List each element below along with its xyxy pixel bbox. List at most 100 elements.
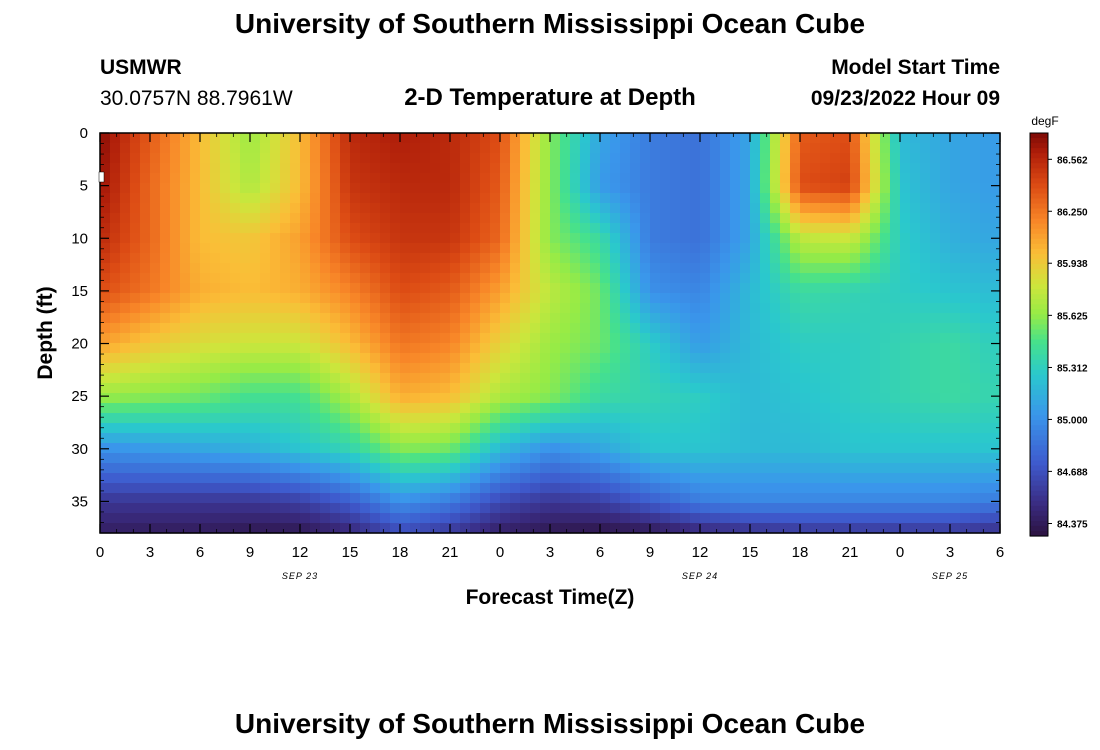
heatmap-cell: [710, 513, 721, 524]
heatmap-cell: [830, 333, 841, 344]
heatmap-cell: [530, 473, 541, 484]
heatmap-cell: [990, 313, 1001, 324]
heatmap-cell: [700, 233, 711, 244]
heatmap-cell: [920, 383, 931, 394]
heatmap-cell: [820, 493, 831, 504]
heatmap-cell: [560, 503, 571, 514]
heatmap-cell: [300, 163, 311, 174]
heatmap-cell: [280, 223, 291, 234]
heatmap-cell: [350, 153, 361, 164]
heatmap-cell: [160, 193, 171, 204]
heatmap-cell: [450, 223, 461, 234]
heatmap-cell: [450, 323, 461, 334]
heatmap-cell: [940, 403, 951, 414]
heatmap-cell: [630, 153, 641, 164]
heatmap-cell: [910, 213, 921, 224]
heatmap-cell: [380, 503, 391, 514]
heatmap-cell: [350, 133, 361, 144]
heatmap-cell: [870, 493, 881, 504]
heatmap-cell: [240, 413, 251, 424]
heatmap-cell: [160, 263, 171, 274]
heatmap-cell: [310, 403, 321, 414]
heatmap-cell: [780, 393, 791, 404]
heatmap-cell: [790, 433, 801, 444]
heatmap-cell: [540, 323, 551, 334]
heatmap-cell: [360, 173, 371, 184]
heatmap-cell: [370, 243, 381, 254]
heatmap-cell: [810, 293, 821, 304]
heatmap-cell: [740, 403, 751, 414]
heatmap-cell: [550, 383, 561, 394]
heatmap-cell: [730, 143, 741, 154]
heatmap-cell: [650, 243, 661, 254]
heatmap-cell: [470, 193, 481, 204]
heatmap-cell: [370, 253, 381, 264]
heatmap-cell: [490, 463, 501, 474]
heatmap-cell: [850, 413, 861, 424]
heatmap-cell: [260, 253, 271, 264]
heatmap-cell: [880, 163, 891, 174]
heatmap-cell: [770, 473, 781, 484]
heatmap-cell: [790, 303, 801, 314]
heatmap-cell: [100, 203, 111, 214]
heatmap-cell: [640, 133, 651, 144]
heatmap-cell: [980, 523, 991, 534]
heatmap-cell: [180, 413, 191, 424]
heatmap-cell: [770, 413, 781, 424]
heatmap-cell: [450, 423, 461, 434]
heatmap-cell: [490, 233, 501, 244]
heatmap-cell: [530, 153, 541, 164]
colorbar-tick-label: 85.312: [1057, 363, 1088, 374]
heatmap-cell: [860, 413, 871, 424]
heatmap-cell: [900, 223, 911, 234]
heatmap-cell: [890, 423, 901, 434]
heatmap-cell: [360, 353, 371, 364]
heatmap-cell: [240, 273, 251, 284]
heatmap-cell: [610, 363, 621, 374]
colorbar-segment: [1030, 218, 1048, 225]
heatmap-cell: [870, 343, 881, 354]
heatmap-cell: [620, 293, 631, 304]
heatmap-cell: [770, 383, 781, 394]
heatmap-cell: [100, 343, 111, 354]
station-depth-marker: [98, 171, 105, 183]
colorbar-segment: [1030, 485, 1048, 492]
heatmap-cell: [600, 253, 611, 264]
heatmap-cell: [810, 373, 821, 384]
heatmap-cell: [710, 383, 721, 394]
heatmap-cell: [400, 193, 411, 204]
heatmap-cell: [500, 323, 511, 334]
heatmap-cell: [280, 153, 291, 164]
heatmap-cell: [390, 133, 401, 144]
heatmap-cell: [620, 183, 631, 194]
heatmap-cell: [150, 303, 161, 314]
heatmap-cell: [960, 243, 971, 254]
heatmap-cell: [280, 213, 291, 224]
heatmap-cell: [320, 283, 331, 294]
heatmap-cell: [360, 163, 371, 174]
heatmap-cell: [400, 343, 411, 354]
heatmap-cell: [930, 463, 941, 474]
heatmap-cell: [730, 283, 741, 294]
heatmap-cell: [130, 393, 141, 404]
heatmap-cell: [680, 523, 691, 534]
heatmap-cell: [440, 303, 451, 314]
heatmap-cell: [170, 463, 181, 474]
heatmap-cell: [500, 523, 511, 534]
heatmap-cell: [450, 473, 461, 484]
heatmap-cell: [840, 343, 851, 354]
heatmap-cell: [150, 353, 161, 364]
heatmap-cell: [190, 353, 201, 364]
heatmap-cell: [840, 213, 851, 224]
heatmap-cell: [610, 333, 621, 344]
heatmap-cell: [990, 473, 1001, 484]
heatmap-cell: [820, 363, 831, 374]
heatmap-cell: [860, 403, 871, 414]
heatmap-cell: [900, 163, 911, 174]
heatmap-cell: [660, 133, 671, 144]
heatmap-cell: [230, 453, 241, 464]
heatmap-cell: [900, 463, 911, 474]
heatmap-cell: [190, 393, 201, 404]
heatmap-cell: [740, 453, 751, 464]
heatmap-cell: [670, 223, 681, 234]
